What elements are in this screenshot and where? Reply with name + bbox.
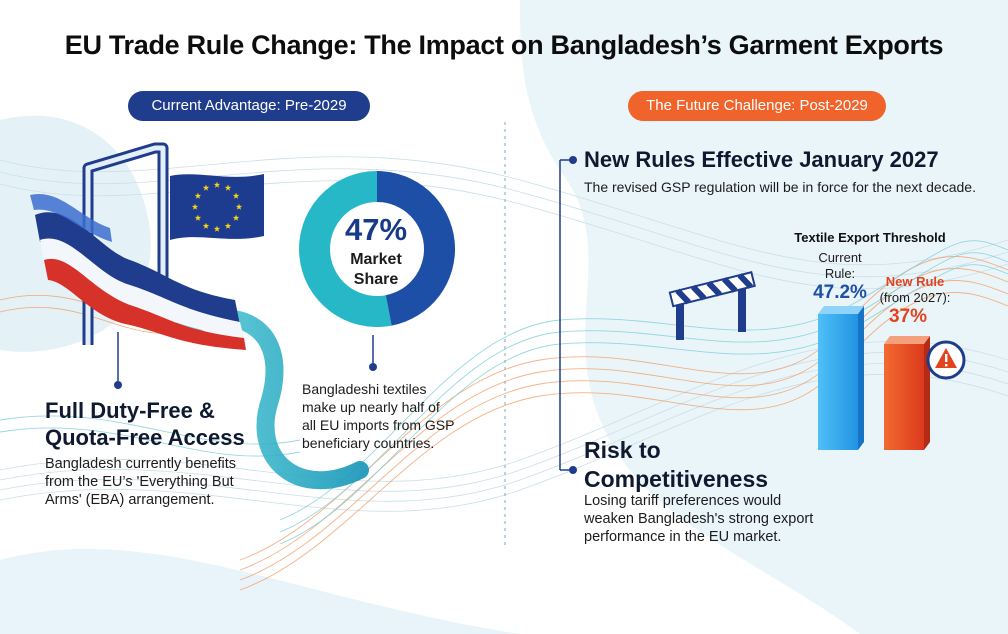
- market-share-value: 47%: [344, 212, 408, 247]
- risk-body-line3: performance in the EU market.: [584, 529, 782, 545]
- current-rule-value: 47.2%: [813, 282, 867, 303]
- gate-arch-icon: [30, 142, 246, 350]
- eu-star: [213, 225, 221, 232]
- eu-star: [224, 184, 232, 191]
- eu-star: [235, 203, 243, 210]
- current-rule-label-line1: Current: [818, 250, 862, 265]
- donut-caption-line4: beneficiary countries.: [302, 435, 435, 451]
- eu-star: [191, 203, 199, 210]
- new-rule-label-line2: (from 2027):: [879, 290, 951, 305]
- market-share-label-line2: Share: [353, 271, 399, 288]
- pre-2029-pill: Current Advantage: Pre-2029: [128, 91, 370, 121]
- market-share-donut: [299, 171, 456, 327]
- risk-body-line2: weaken Bangladesh's strong export: [584, 511, 814, 527]
- eu-star: [202, 184, 210, 191]
- risk-body-line1: Losing tariff preferences would: [584, 493, 782, 509]
- new-rule-value: 37%: [888, 306, 928, 327]
- access-body-line1: Bangladesh currently benefits: [45, 456, 237, 472]
- eu-star: [232, 214, 240, 221]
- new-rule-bar: [884, 336, 930, 450]
- warning-icon: [926, 340, 966, 380]
- new-rules-heading: New Rules Effective January 2027: [584, 147, 939, 172]
- current-rule-bar: [818, 306, 864, 450]
- risk-heading-line1: Risk to: [584, 437, 661, 463]
- eu-star: [232, 192, 240, 199]
- access-heading-line2: Quota-Free Access: [45, 425, 245, 450]
- donut-caption-line3: all EU imports from GSP: [302, 417, 455, 433]
- eu-star: [202, 222, 210, 229]
- post-2029-pill: The Future Challenge: Post-2029: [628, 91, 886, 121]
- access-heading-line1: Full Duty-Free &: [45, 398, 215, 423]
- donut-caption-line1: Bangladeshi textiles: [302, 381, 427, 397]
- eu-flag-icon: [170, 174, 264, 240]
- new-rule-label-line1: New Rule: [885, 274, 945, 289]
- threshold-title: Textile Export Threshold: [794, 230, 946, 245]
- new-rules-body: The revised GSP regulation will be in fo…: [584, 179, 976, 195]
- page-title: EU Trade Rule Change: The Impact on Bang…: [64, 30, 944, 60]
- eu-star: [194, 192, 202, 199]
- donut-caption-line2: make up nearly half of: [302, 399, 440, 415]
- eu-star: [224, 222, 232, 229]
- access-body-line3: Arms' (EBA) arrangement.: [45, 492, 215, 508]
- eu-star: [194, 214, 202, 221]
- barrier-icon: [668, 271, 756, 340]
- eu-star: [213, 181, 221, 188]
- current-rule-label-line2: Rule:: [824, 266, 856, 281]
- access-body-line2: from the EU’s 'Everything But: [45, 474, 234, 490]
- risk-heading-line2: Competitiveness: [584, 466, 769, 492]
- market-share-label-line1: Market: [350, 251, 402, 268]
